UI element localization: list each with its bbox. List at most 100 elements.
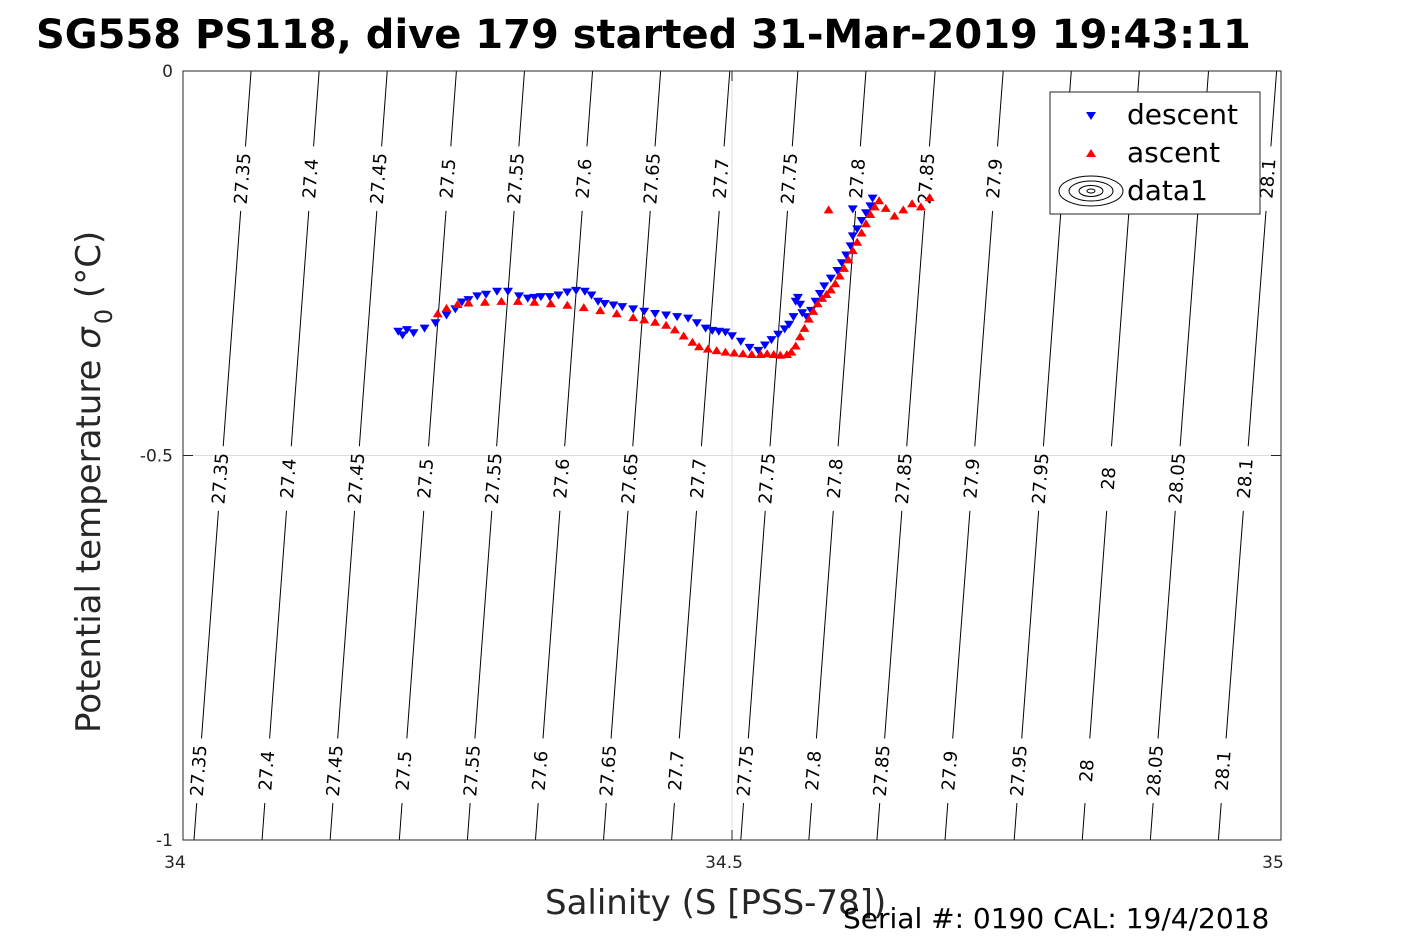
descent-point-13: [503, 287, 514, 296]
ascent-point-5: [496, 296, 507, 305]
descent-point-40: [735, 337, 746, 346]
contour-line-28.1-seg-2: [1225, 510, 1244, 739]
descent-point-32: [672, 313, 683, 322]
contour-line-27.95-seg-3: [1013, 803, 1018, 841]
ascent-point-16: [661, 320, 672, 329]
ascent-point-8: [545, 299, 556, 308]
descent-point-17: [535, 293, 546, 302]
descent-point-51: [795, 300, 806, 309]
contour-line-27.65-seg-0: [654, 70, 662, 147]
contour-line-27.95-seg-2: [1021, 510, 1040, 739]
contour-line-27.7-seg-3: [671, 803, 675, 841]
descent-point-8: [456, 298, 467, 307]
descent-point-26: [608, 301, 619, 310]
descent-point-56: [814, 290, 825, 299]
contour-line-27.55-seg-2: [474, 510, 493, 739]
ascent-point-47: [852, 237, 863, 246]
descent-point-46: [779, 325, 790, 334]
contour-line-27.35-seg-2: [201, 510, 219, 739]
descent-point-6: [441, 311, 452, 320]
ascent-point-21: [702, 344, 713, 353]
contour-line-27.9-seg-3: [944, 803, 949, 841]
descent-point-57: [819, 282, 830, 291]
legend-descent-marker: [1086, 112, 1096, 120]
descent-point-2: [401, 326, 412, 335]
descent-point-4: [419, 324, 430, 333]
contour-line-27.8-seg-2: [815, 510, 834, 739]
contour-label-27.95-1: 27.95: [1029, 452, 1054, 505]
ascent-point-34: [795, 332, 806, 341]
ascent-point-15: [650, 317, 661, 326]
descent-point-45: [773, 330, 784, 339]
contour-line-27.8-seg-3: [808, 803, 813, 841]
descent-point-59: [832, 266, 843, 275]
density-contours: [193, 70, 1278, 841]
contour-label-27.4-0: 27.4: [299, 158, 323, 200]
descent-point-43: [759, 341, 770, 350]
ascent-point-35: [799, 323, 810, 332]
ascent-point-58: [924, 193, 935, 202]
contour-line-28.1-seg-1: [1247, 210, 1267, 447]
contour-line-27.85-seg-1: [906, 210, 926, 447]
x-tick-label-1: 34.5: [705, 853, 743, 873]
ascent-point-11: [595, 306, 606, 315]
x-tick-label-2: 35: [1262, 853, 1284, 873]
contour-line-27.6-seg-2: [542, 510, 561, 739]
ascent-point-52: [874, 196, 885, 205]
legend-ascent-marker: [1086, 149, 1096, 157]
contour-label-27.85-0: 27.85: [915, 152, 940, 205]
descent-point-35: [700, 324, 711, 333]
descent-point-55: [810, 297, 821, 306]
contour-label-27.75-1: 27.75: [755, 452, 780, 505]
ascent-point-28: [762, 349, 773, 358]
contour-line-28-seg-3: [1081, 803, 1086, 841]
contour-line-28.05-seg-2: [1157, 510, 1176, 739]
ascent-point-13: [628, 313, 639, 322]
descent-point-11: [481, 290, 492, 299]
legend-box: [1049, 91, 1261, 215]
ascent-point-3: [463, 298, 474, 307]
contour-line-27.7-seg-2: [678, 510, 698, 739]
contour-label-27.5-0: 27.5: [436, 158, 460, 200]
contour-line-27.6-seg-1: [564, 210, 583, 447]
contour-label-27.9-2: 27.9: [938, 750, 962, 792]
ascent-point-7: [529, 297, 540, 306]
contour-line-27.5-seg-0: [450, 70, 457, 147]
x-axis-ticks: 34 34.5 35: [164, 71, 1284, 873]
legend-ascent-label: ascent: [1127, 136, 1220, 169]
y-axis-label: Potential temperature σ 0 (°C): [69, 231, 118, 733]
contour-label-27.7-0: 27.7: [710, 158, 734, 200]
contour-label-27.4-2: 27.4: [255, 750, 279, 792]
contour-line-27.9-seg-0: [997, 70, 1004, 147]
contour-line-27.4-seg-3: [261, 803, 266, 841]
contour-label-27.8-2: 27.8: [802, 750, 826, 792]
contour-line-27.65-seg-2: [610, 510, 629, 739]
contour-label-27.8-1: 27.8: [824, 458, 848, 500]
contour-line-27.5-seg-1: [428, 210, 447, 447]
descent-point-48: [788, 313, 799, 322]
descent-point-29: [639, 307, 650, 316]
contour-label-27.45-2: 27.45: [323, 744, 348, 797]
descent-point-58: [825, 274, 836, 283]
ascent-point-59: [823, 205, 834, 214]
descent-point-41: [744, 343, 755, 352]
contour-label-27.5-2: 27.5: [392, 750, 416, 792]
chart-title: SG558 PS118, dive 179 started 31-Mar-201…: [36, 12, 1251, 58]
contour-line-27.75-seg-2: [747, 510, 766, 739]
contour-label-27.55-0: 27.55: [504, 152, 529, 205]
contour-line-27.75-seg-0: [791, 70, 799, 147]
descent-point-12: [492, 287, 503, 296]
contour-label-27.8-0: 27.8: [846, 158, 870, 200]
descent-point-38: [720, 328, 731, 337]
descent-point-64: [852, 225, 863, 234]
ascent-point-45: [843, 255, 854, 264]
serial-cal-footer: Serial #: 0190 CAL: 19/4/2018: [843, 902, 1269, 935]
ascent-point-37: [808, 306, 819, 315]
contour-label-28.1-0: 28.1: [1256, 158, 1280, 200]
ascent-point-6: [512, 296, 523, 305]
y-tick-label-0: 0: [162, 62, 173, 82]
ascent-point-54: [889, 211, 900, 220]
ascent-point-23: [720, 347, 731, 356]
y-tick-label-1: -0.5: [140, 447, 173, 467]
